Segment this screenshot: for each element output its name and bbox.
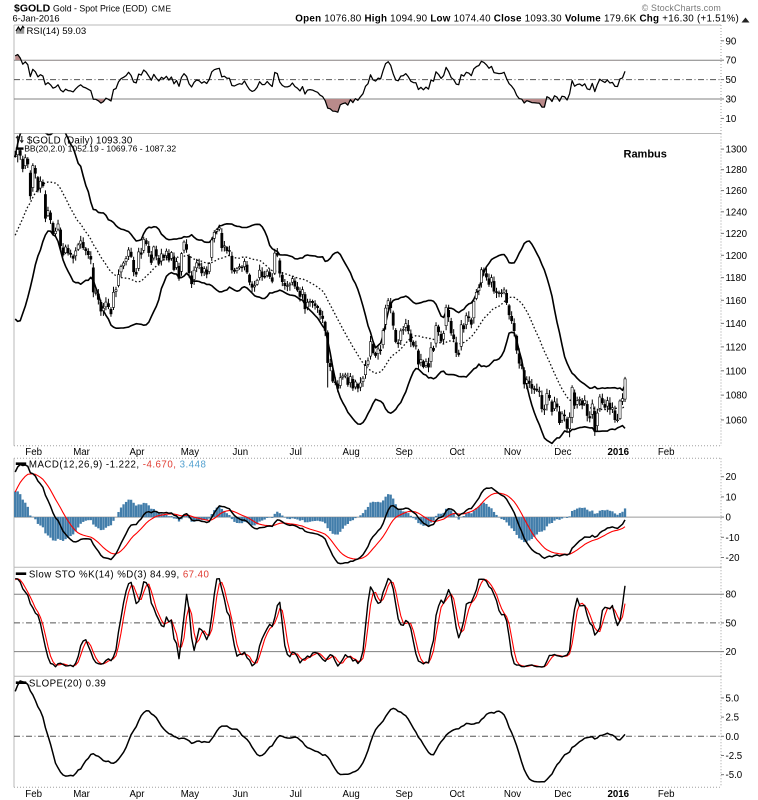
svg-text:1240: 1240 xyxy=(726,207,748,218)
svg-text:1200: 1200 xyxy=(726,251,748,262)
svg-text:5.0: 5.0 xyxy=(726,693,740,704)
svg-text:Feb: Feb xyxy=(658,789,675,800)
svg-text:1220: 1220 xyxy=(726,229,748,240)
svg-text:2016: 2016 xyxy=(608,447,630,458)
svg-text:Open 1076.80 High 1094.90 Low: Open 1076.80 High 1094.90 Low 1074.40 Cl… xyxy=(295,14,739,25)
svg-text:Oct: Oct xyxy=(449,447,464,458)
svg-text:-20: -20 xyxy=(726,553,741,564)
svg-text:Sep: Sep xyxy=(395,447,412,458)
svg-text:Feb: Feb xyxy=(658,447,675,458)
svg-text:Rambus: Rambus xyxy=(624,149,667,161)
svg-text:1160: 1160 xyxy=(726,296,747,307)
svg-text:$GOLD: $GOLD xyxy=(14,3,51,15)
svg-text:10: 10 xyxy=(726,492,737,503)
svg-text:10: 10 xyxy=(726,114,737,125)
svg-text:Oct: Oct xyxy=(449,789,464,800)
svg-text:Jun: Jun xyxy=(232,447,248,458)
svg-text:0.0: 0.0 xyxy=(726,732,740,743)
svg-text:30: 30 xyxy=(726,95,737,106)
svg-text:20: 20 xyxy=(726,472,737,483)
svg-text:Slow STO %K(14) %D(3) 84.99, 6: Slow STO %K(14) %D(3) 84.99, 67.40 xyxy=(29,570,210,581)
svg-text:-2.5: -2.5 xyxy=(726,751,743,762)
svg-text:MACD(12,26,9) -1.222, -4.670,: MACD(12,26,9) -1.222, -4.670, 3.448 xyxy=(29,460,206,471)
svg-text:Mar: Mar xyxy=(73,447,90,458)
svg-text:Nov: Nov xyxy=(504,447,521,458)
svg-text:50: 50 xyxy=(726,618,737,629)
svg-text:1280: 1280 xyxy=(726,165,748,176)
svg-text:0: 0 xyxy=(726,513,732,524)
svg-text:May: May xyxy=(181,447,199,458)
svg-text:1100: 1100 xyxy=(726,366,747,377)
svg-text:Dec: Dec xyxy=(554,447,571,458)
svg-text:Jul: Jul xyxy=(290,447,302,458)
svg-text:1120: 1120 xyxy=(726,342,747,353)
svg-text:-5.0: -5.0 xyxy=(726,770,743,781)
svg-text:$GOLD (Daily) 1093.30: $GOLD (Daily) 1093.30 xyxy=(27,135,133,146)
svg-text:Jun: Jun xyxy=(232,789,248,800)
svg-text:Sep: Sep xyxy=(395,789,412,800)
svg-text:50: 50 xyxy=(726,75,737,86)
svg-text:CME: CME xyxy=(152,4,172,14)
svg-text:2.5: 2.5 xyxy=(726,713,739,724)
svg-text:1180: 1180 xyxy=(726,273,747,284)
svg-text:1260: 1260 xyxy=(726,186,748,197)
svg-text:BB(20,2.0) 1052.19 - 1069.76 -: BB(20,2.0) 1052.19 - 1069.76 - 1087.32 xyxy=(24,143,176,153)
svg-text:May: May xyxy=(181,789,199,800)
svg-text:-10: -10 xyxy=(726,533,741,544)
svg-text:1080: 1080 xyxy=(726,391,748,402)
svg-text:Nov: Nov xyxy=(504,789,521,800)
svg-text:Aug: Aug xyxy=(343,789,360,800)
svg-text:90: 90 xyxy=(726,36,737,47)
svg-text:1140: 1140 xyxy=(726,319,747,330)
svg-text:Jul: Jul xyxy=(290,789,302,800)
svg-text:RSI(14) 59.03: RSI(14) 59.03 xyxy=(27,26,87,37)
svg-text:1300: 1300 xyxy=(726,145,748,156)
svg-text:Apr: Apr xyxy=(129,789,145,800)
svg-text:Feb: Feb xyxy=(25,447,42,458)
svg-text:1060: 1060 xyxy=(726,415,748,426)
svg-text:Mar: Mar xyxy=(73,789,90,800)
svg-text:Apr: Apr xyxy=(129,447,145,458)
svg-text:SLOPE(20) 0.39: SLOPE(20) 0.39 xyxy=(29,679,106,690)
svg-text:Feb: Feb xyxy=(25,789,42,800)
svg-text:© StockCharts.com: © StockCharts.com xyxy=(642,3,721,13)
svg-text:20: 20 xyxy=(726,647,737,658)
svg-text:2016: 2016 xyxy=(608,789,630,800)
svg-text:Aug: Aug xyxy=(343,447,360,458)
svg-text:Dec: Dec xyxy=(554,789,571,800)
svg-text:Gold - Spot Price (EOD): Gold - Spot Price (EOD) xyxy=(53,4,147,14)
svg-text:70: 70 xyxy=(726,56,737,67)
svg-text:6-Jan-2016: 6-Jan-2016 xyxy=(13,14,60,24)
svg-text:80: 80 xyxy=(726,590,737,601)
